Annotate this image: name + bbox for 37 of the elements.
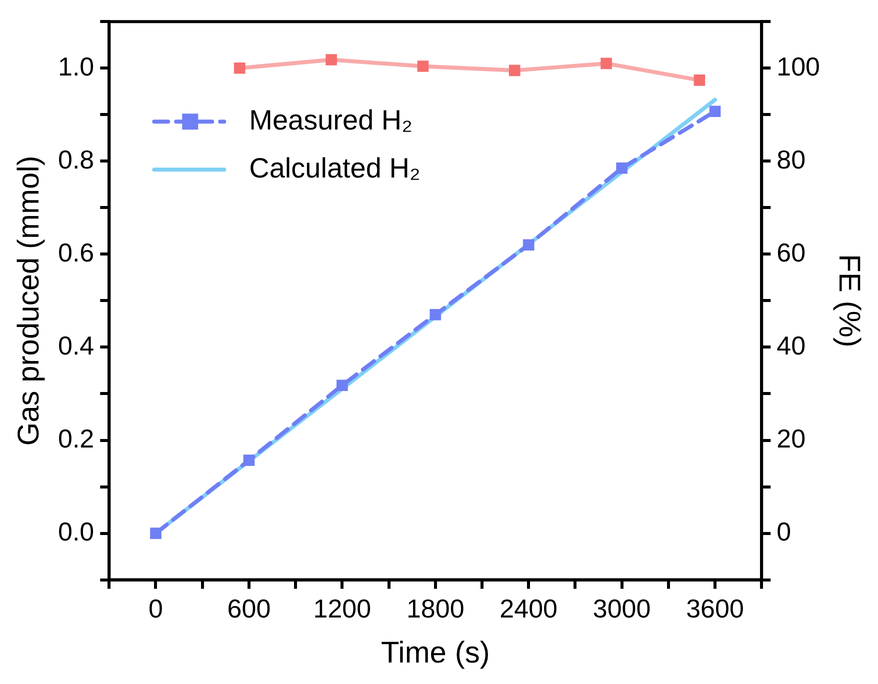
x-axis-title: Time (s)	[380, 636, 490, 670]
y2-tick-label: 60	[776, 237, 806, 268]
legend-label: Measured H₂	[249, 104, 413, 136]
x-tick-label: 0	[148, 594, 163, 624]
legend-label: Calculated H₂	[249, 152, 420, 184]
y-axis-title: Gas produced (mmol)	[12, 156, 46, 446]
y2-axis-title: FE (%)	[832, 254, 866, 348]
y-tick-label: 0.0	[58, 516, 94, 546]
point	[616, 162, 628, 174]
y-tick-label: 0.8	[58, 144, 94, 174]
y-tick-label: 1.0	[58, 51, 94, 82]
point	[709, 106, 721, 118]
x-tick-label: 3000	[592, 594, 651, 624]
y2-tick-label: 40	[776, 330, 806, 360]
x-tick-label: 1800	[406, 594, 464, 624]
point	[508, 64, 520, 76]
point	[326, 54, 337, 66]
x-tick-label: 3600	[686, 594, 744, 624]
point	[600, 58, 612, 70]
y-tick-label: 0.6	[58, 237, 94, 268]
point	[150, 528, 162, 539]
point	[336, 380, 348, 392]
y2-tick-label: 80	[776, 144, 806, 174]
y-tick-label: 0.2	[58, 423, 94, 454]
point	[694, 74, 706, 86]
point	[417, 60, 429, 72]
point	[243, 454, 255, 466]
y2-tick-label: 20	[776, 423, 806, 454]
point	[234, 62, 246, 74]
y-tick-label: 0.4	[58, 330, 94, 360]
y2-tick-label: 100	[776, 51, 820, 82]
point	[430, 309, 442, 320]
x-tick-label: 1200	[313, 594, 372, 624]
x-tick-label: 2400	[500, 594, 558, 624]
x-tick-label: 600	[227, 594, 271, 624]
point	[522, 239, 534, 251]
y2-tick-label: 0	[776, 516, 792, 546]
